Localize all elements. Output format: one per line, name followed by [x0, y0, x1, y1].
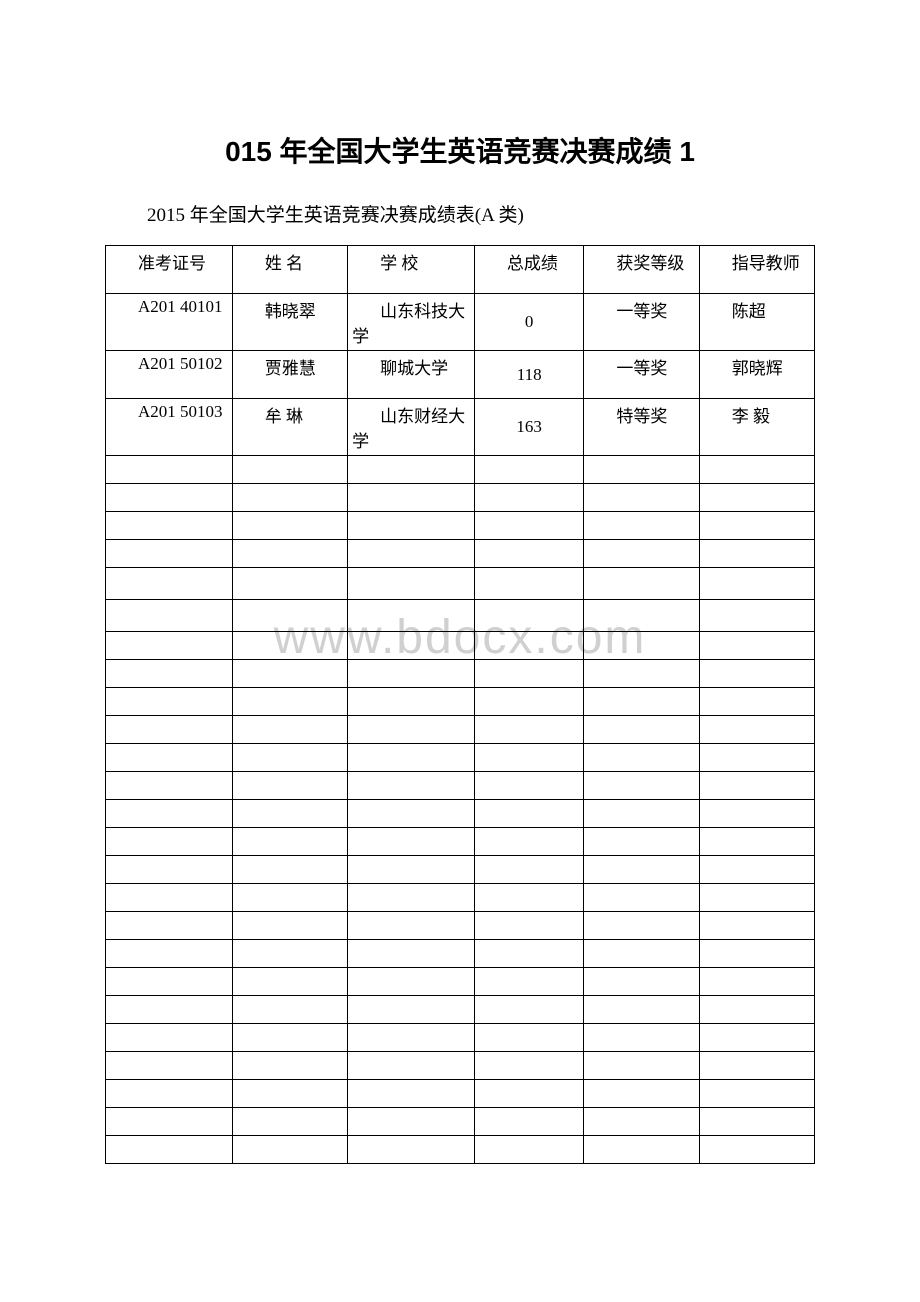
table-row — [106, 856, 815, 884]
table-row — [106, 484, 815, 512]
cell-score: 0 — [474, 294, 584, 351]
table-row: A201 40101 韩晓翠 山东科技大学 0 一等奖 陈超 — [106, 294, 815, 351]
cell-award: 特等奖 — [584, 399, 699, 456]
results-table-wrap: 准考证号 姓 名 学 校 总成绩 获奖等级 指导教师 A201 40101 韩晓… — [105, 245, 815, 1164]
cell-exam-id: A201 50102 — [106, 351, 233, 399]
col-header-award: 获奖等级 — [584, 246, 699, 294]
table-row — [106, 688, 815, 716]
col-header-school: 学 校 — [348, 246, 475, 294]
table-row — [106, 660, 815, 688]
cell-exam-id: A201 40101 — [106, 294, 233, 351]
table-row: A201 50103 牟 琳 山东财经大学 163 特等奖 李 毅 — [106, 399, 815, 456]
cell-teacher: 郭晓辉 — [699, 351, 814, 399]
table-row — [106, 800, 815, 828]
table-row — [106, 940, 815, 968]
cell-teacher: 陈超 — [699, 294, 814, 351]
table-header-row: 准考证号 姓 名 学 校 总成绩 获奖等级 指导教师 — [106, 246, 815, 294]
col-header-score: 总成绩 — [474, 246, 584, 294]
cell-award: 一等奖 — [584, 351, 699, 399]
cell-name: 贾雅慧 — [232, 351, 347, 399]
table-row — [106, 1136, 815, 1164]
page-title: 015 年全国大学生英语竞赛决赛成绩 1 — [105, 130, 815, 170]
table-row — [106, 1108, 815, 1136]
table-row — [106, 1052, 815, 1080]
col-header-name: 姓 名 — [232, 246, 347, 294]
col-header-teacher: 指导教师 — [699, 246, 814, 294]
table-row — [106, 456, 815, 484]
table-row — [106, 600, 815, 632]
cell-score: 163 — [474, 399, 584, 456]
cell-teacher: 李 毅 — [699, 399, 814, 456]
cell-score: 118 — [474, 351, 584, 399]
table-row — [106, 540, 815, 568]
cell-name: 韩晓翠 — [232, 294, 347, 351]
cell-school: 山东财经大学 — [348, 399, 475, 456]
table-row — [106, 772, 815, 800]
table-row — [106, 716, 815, 744]
table-row — [106, 744, 815, 772]
table-row — [106, 912, 815, 940]
table-row — [106, 996, 815, 1024]
page-subtitle: 2015 年全国大学生英语竞赛决赛成绩表(A 类) — [147, 200, 815, 227]
cell-school: 山东科技大学 — [348, 294, 475, 351]
col-header-exam-id: 准考证号 — [106, 246, 233, 294]
table-row: A201 50102 贾雅慧 聊城大学 118 一等奖 郭晓辉 — [106, 351, 815, 399]
table-row — [106, 968, 815, 996]
table-row — [106, 828, 815, 856]
table-row — [106, 632, 815, 660]
table-row — [106, 568, 815, 600]
table-row — [106, 884, 815, 912]
table-row — [106, 512, 815, 540]
table-row — [106, 1080, 815, 1108]
cell-name: 牟 琳 — [232, 399, 347, 456]
cell-exam-id: A201 50103 — [106, 399, 233, 456]
table-row — [106, 1024, 815, 1052]
cell-award: 一等奖 — [584, 294, 699, 351]
cell-school: 聊城大学 — [348, 351, 475, 399]
results-table: 准考证号 姓 名 学 校 总成绩 获奖等级 指导教师 A201 40101 韩晓… — [105, 245, 815, 1164]
